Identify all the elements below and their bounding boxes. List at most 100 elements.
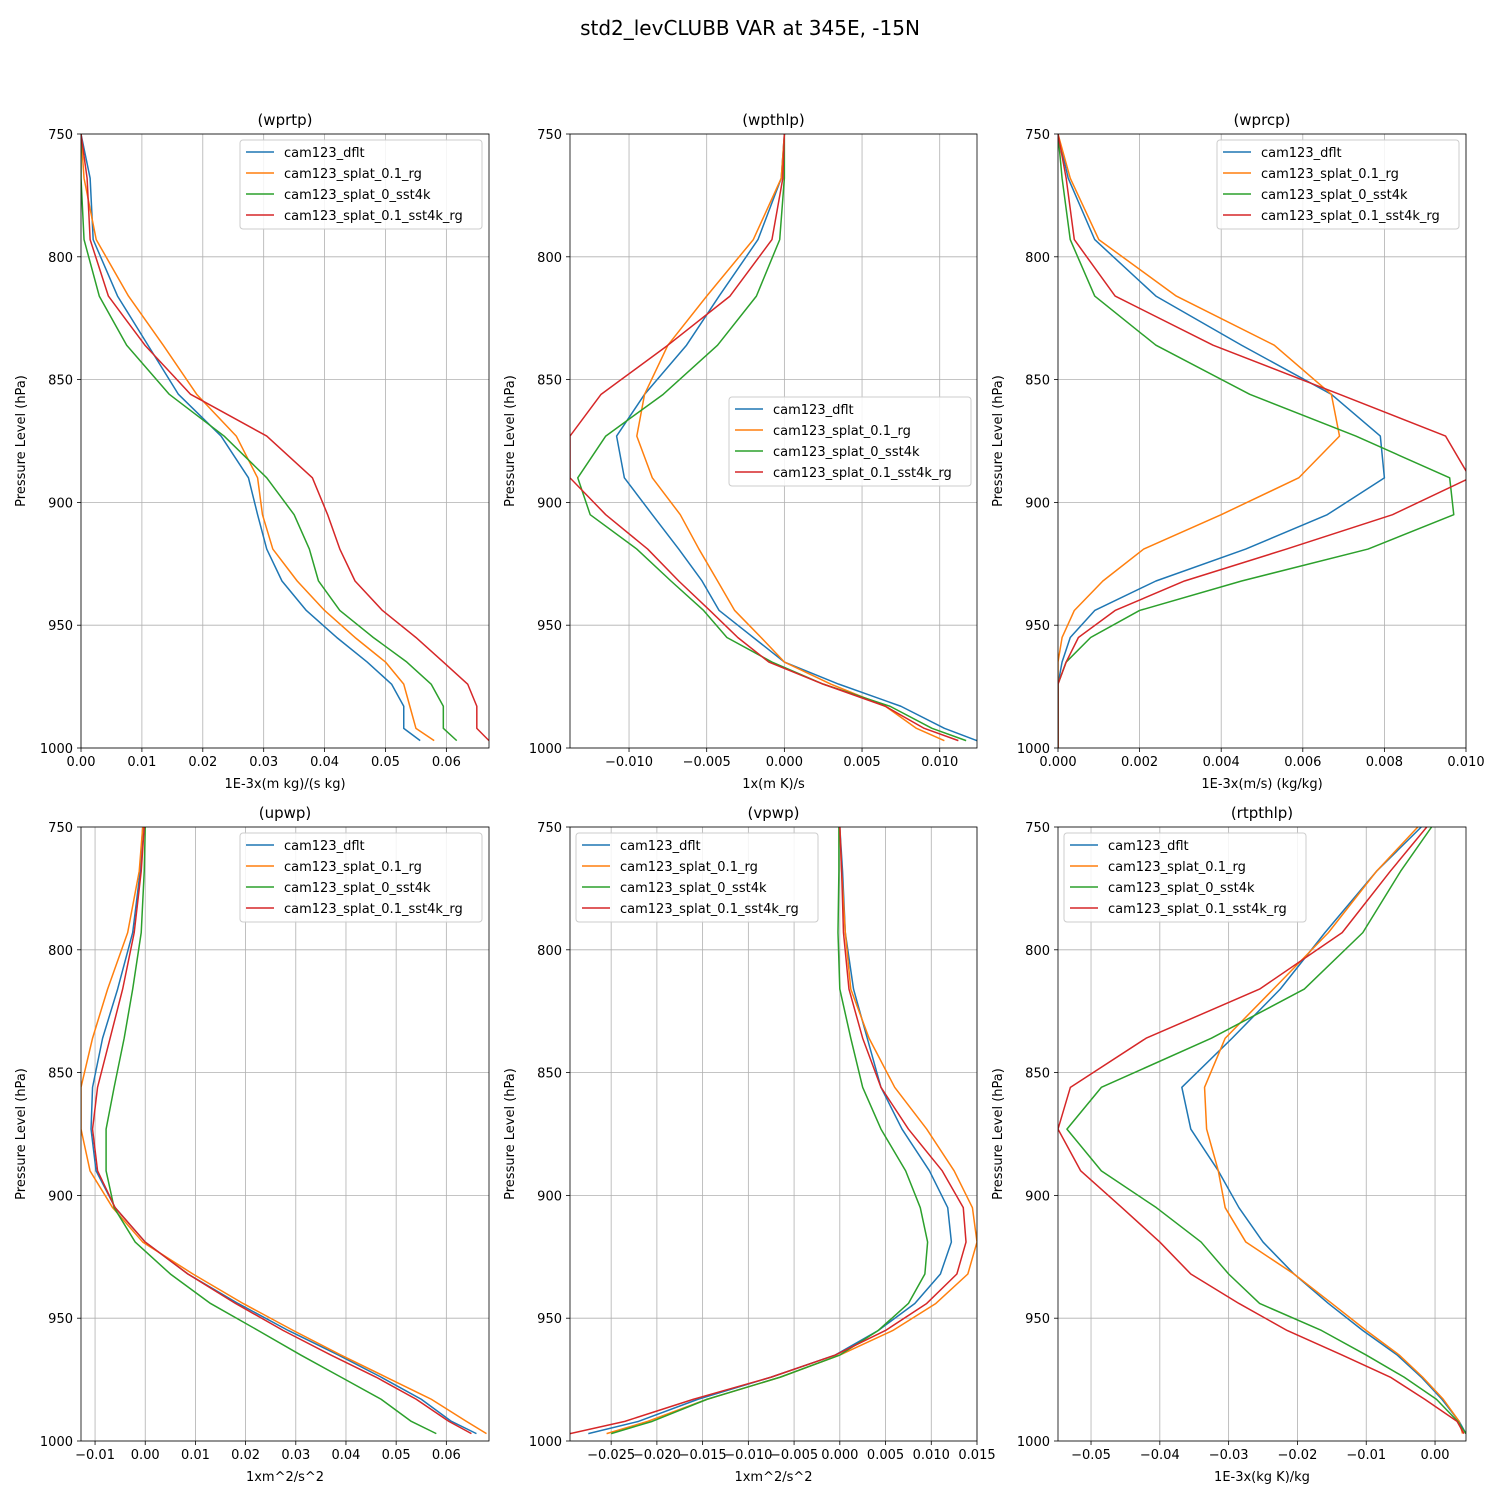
- subplot-2: −0.010 −0.005 0.000 0.005 0.010 750 800 850 900 9…: [503, 111, 978, 792]
- y-tick-label: 850: [537, 374, 562, 389]
- x-tick-label: 0.008: [1366, 755, 1403, 770]
- y-axis-label: Pressure Level (hPa): [503, 375, 518, 507]
- x-tick-label: 0.010: [1447, 755, 1484, 770]
- x-axis-label: 1xm^2/s^2: [734, 1470, 812, 1485]
- x-tick-label: 0.04: [310, 755, 339, 770]
- x-axis-label: 1xm^2/s^2: [246, 1470, 324, 1485]
- legend-label-cam123_splat_0_sst4k: cam123_splat_0_sst4k: [1261, 188, 1408, 203]
- y-tick-label: 850: [537, 1067, 562, 1082]
- subplot-title: (rtpthlp): [1231, 804, 1293, 822]
- y-tick-label: 1000: [40, 1435, 73, 1450]
- x-tick-label: −0.010: [605, 755, 653, 770]
- y-tick-label: 750: [1025, 821, 1050, 836]
- subplot-5: −0.025−0.020−0.015−0.010−0.005 0.000 0.005…: [503, 804, 996, 1485]
- series-line-cam123_dflt: [1181, 827, 1466, 1434]
- x-tick-label: −0.01: [1346, 1448, 1386, 1463]
- y-tick-label: 750: [537, 821, 562, 836]
- y-tick-label: 800: [1025, 251, 1050, 266]
- y-tick-label: 800: [537, 944, 562, 959]
- x-tick-label: −0.005: [683, 755, 731, 770]
- series-line-cam123_splat_0_sst4k: [105, 827, 437, 1435]
- y-axis-label: Pressure Level (hPa): [991, 1068, 1006, 1200]
- y-tick-label: 800: [537, 251, 562, 266]
- x-axis-label: 1x(m K)/s: [742, 777, 805, 792]
- y-tick-label: 900: [1025, 496, 1050, 511]
- series-line-cam123_splat_0.1_sst4k_rg: [570, 134, 959, 742]
- series-line-cam123_splat_0.1_rg: [636, 134, 945, 742]
- y-tick-label: 900: [537, 1189, 562, 1204]
- axes-frame: [80, 826, 490, 1442]
- x-tick-label: 0.006: [1284, 755, 1321, 770]
- legend-box: [239, 139, 483, 230]
- y-tick-label: 750: [48, 128, 73, 143]
- y-tick-label: 950: [48, 1312, 73, 1327]
- x-tick-label: −0.010: [724, 1448, 772, 1463]
- x-tick-label: −0.01: [75, 1448, 115, 1463]
- x-tick-label: −0.05: [1071, 1448, 1111, 1463]
- y-axis-label: Pressure Level (hPa): [14, 375, 29, 507]
- series-line-cam123_splat_0_sst4k: [610, 827, 929, 1435]
- x-tick-label: −0.020: [633, 1448, 681, 1463]
- series-line-cam123_splat_0_sst4k: [1058, 134, 1455, 748]
- legend-label-cam123_splat_0.1_sst4k_rg: cam123_splat_0.1_sst4k_rg: [284, 902, 463, 917]
- x-tick-label: 0.05: [371, 755, 400, 770]
- legend-box: [1063, 832, 1307, 923]
- legend-box: [239, 832, 483, 923]
- x-tick-label: 0.00: [131, 1448, 160, 1463]
- legend-label-cam123_dflt: cam123_dflt: [1261, 146, 1342, 161]
- y-tick-label: 750: [1025, 128, 1050, 143]
- x-tick-label: 0.005: [867, 1448, 904, 1463]
- x-tick-label: 0.000: [1039, 755, 1076, 770]
- y-tick-label: 800: [48, 251, 73, 266]
- y-axis-label: Pressure Level (hPa): [503, 1068, 518, 1200]
- y-tick-label: 950: [537, 619, 562, 634]
- x-tick-label: 0.002: [1121, 755, 1158, 770]
- x-axis-label: 1E-3x(m kg)/(s kg): [224, 777, 345, 792]
- subplot-title: (wpthlp): [742, 111, 805, 129]
- series-line-cam123_splat_0.1_sst4k_rg: [1058, 134, 1466, 748]
- y-axis-label: Pressure Level (hPa): [14, 1068, 29, 1200]
- series-line-cam123_splat_0.1_rg: [1058, 134, 1341, 748]
- y-tick-label: 850: [1025, 374, 1050, 389]
- subplot-4: −0.01 0.00 0.01 0.02 0.03 0.04 0.05 0.06 750 800 8…: [14, 804, 490, 1485]
- legend-label-cam123_splat_0_sst4k: cam123_splat_0_sst4k: [620, 881, 767, 896]
- subplot-1: 0.00 0.01 0.02 0.03 0.04 0.05 0.06 750 800 850 900…: [14, 111, 490, 792]
- subplot-title: (vpwp): [748, 804, 800, 822]
- legend-label-cam123_splat_0_sst4k: cam123_splat_0_sst4k: [284, 881, 431, 896]
- legend: cam123_dflt cam123_splat_0.1_rg cam123_spl…: [1063, 832, 1307, 923]
- series-line-cam123_splat_0.1_rg: [81, 827, 487, 1435]
- x-tick-label: 0.00: [1421, 1448, 1450, 1463]
- x-tick-label: 0.05: [382, 1448, 411, 1463]
- x-tick-label: −0.005: [770, 1448, 818, 1463]
- legend-label-cam123_splat_0.1_rg: cam123_splat_0.1_rg: [1108, 860, 1246, 875]
- x-tick-label: 0.02: [188, 755, 217, 770]
- legend-label-cam123_splat_0.1_rg: cam123_splat_0.1_rg: [620, 860, 758, 875]
- x-tick-label: 0.03: [249, 755, 278, 770]
- legend: cam123_dflt cam123_splat_0.1_rg cam123_spl…: [239, 139, 483, 230]
- legend-label-cam123_splat_0.1_sst4k_rg: cam123_splat_0.1_sst4k_rg: [284, 209, 463, 224]
- y-tick-label: 900: [537, 496, 562, 511]
- x-tick-label: 0.010: [913, 1448, 950, 1463]
- legend-label-cam123_dflt: cam123_dflt: [620, 839, 701, 854]
- legend-label-cam123_splat_0.1_rg: cam123_splat_0.1_rg: [1261, 167, 1399, 182]
- x-tick-label: 0.000: [766, 755, 803, 770]
- figure-title: std2_levCLUBB VAR at 345E, -15N: [580, 16, 920, 40]
- x-tick-label: 0.010: [921, 755, 958, 770]
- y-tick-label: 950: [537, 1312, 562, 1327]
- x-tick-label: −0.015: [679, 1448, 727, 1463]
- x-tick-label: −0.04: [1140, 1448, 1180, 1463]
- y-tick-label: 1000: [529, 1435, 562, 1450]
- series-line-cam123_splat_0.1_sst4k_rg: [570, 827, 967, 1435]
- x-tick-label: 0.01: [181, 1448, 210, 1463]
- series-line-cam123_splat_0.1_sst4k_rg: [91, 827, 472, 1435]
- y-tick-label: 900: [48, 1189, 73, 1204]
- series-line-cam123_dflt: [615, 134, 977, 742]
- y-tick-label: 750: [48, 821, 73, 836]
- y-tick-label: 850: [48, 374, 73, 389]
- x-tick-label: 0.004: [1203, 755, 1240, 770]
- subplot-6: −0.05 −0.04 −0.03 −0.02 −0.01 0.00 750 800 850 90…: [991, 804, 1467, 1485]
- legend-label-cam123_splat_0.1_rg: cam123_splat_0.1_rg: [773, 424, 911, 439]
- x-tick-label: −0.025: [587, 1448, 635, 1463]
- legend-label-cam123_splat_0.1_sst4k_rg: cam123_splat_0.1_sst4k_rg: [620, 902, 799, 917]
